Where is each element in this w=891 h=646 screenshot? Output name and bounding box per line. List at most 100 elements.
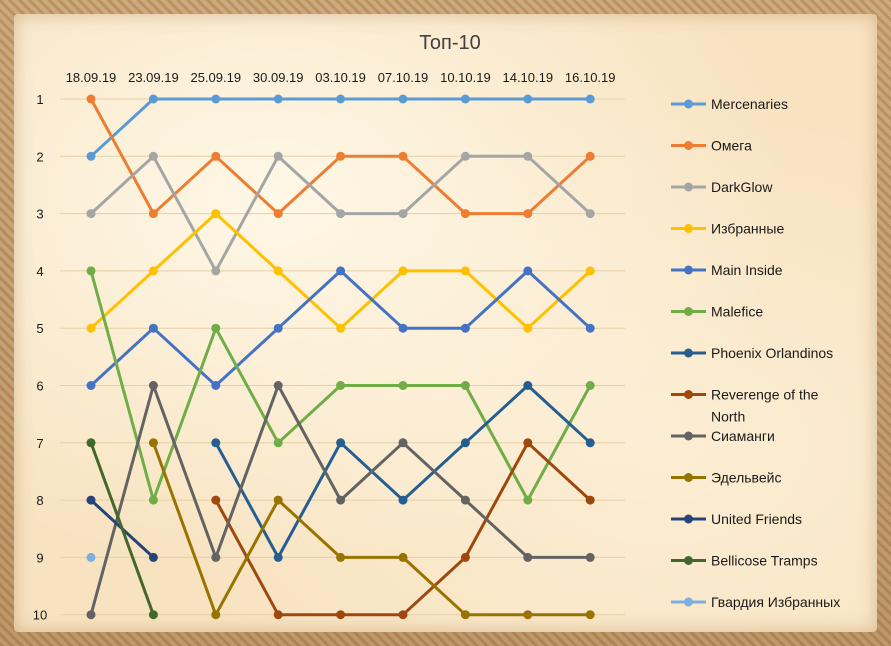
legend-item: Mercenaries xyxy=(671,96,788,112)
data-point xyxy=(211,151,221,161)
y-tick-label: 5 xyxy=(36,321,43,336)
data-point xyxy=(523,323,533,333)
data-point xyxy=(86,151,96,161)
legend-item: Эдельвейс xyxy=(671,470,781,486)
data-point xyxy=(273,495,283,505)
data-point xyxy=(585,266,595,276)
data-point xyxy=(460,495,470,505)
y-tick-label: 10 xyxy=(33,608,47,623)
legend-label: Гвардия Избранных xyxy=(711,594,840,610)
series-3 xyxy=(86,209,595,333)
data-point xyxy=(398,323,408,333)
data-point xyxy=(148,94,158,104)
legend-swatch-marker xyxy=(684,514,693,524)
data-point xyxy=(523,610,533,620)
data-point xyxy=(148,381,158,390)
series-4 xyxy=(86,266,595,390)
legend-swatch-marker xyxy=(684,556,693,565)
series-7 xyxy=(211,438,595,620)
series-2 xyxy=(86,151,595,276)
x-tick-label: 23.09.19 xyxy=(128,70,179,85)
data-point xyxy=(460,438,470,448)
data-point xyxy=(273,266,283,276)
x-tick-label: 03.10.19 xyxy=(315,70,366,85)
chart-title: Топ-10 xyxy=(419,32,481,54)
data-point xyxy=(211,381,221,390)
data-point xyxy=(86,495,96,505)
data-point xyxy=(460,323,470,333)
legend-label: Сиаманги xyxy=(711,428,775,444)
data-point xyxy=(273,209,283,219)
y-tick-label: 3 xyxy=(36,207,43,222)
legend-swatch-marker xyxy=(684,597,693,607)
data-point xyxy=(585,610,595,620)
legend-item: Phoenix Orlandinos xyxy=(671,345,833,361)
data-point xyxy=(148,495,158,505)
data-point xyxy=(523,94,533,104)
data-point xyxy=(211,209,221,219)
legend-label: Malefice xyxy=(711,304,763,320)
x-tick-label: 16.10.19 xyxy=(565,70,616,85)
data-point xyxy=(585,381,595,390)
legend-swatch-marker xyxy=(684,307,693,316)
data-point xyxy=(460,552,470,562)
legend-swatch-marker xyxy=(684,224,693,233)
legend-label: Избранные xyxy=(711,221,784,237)
series-line xyxy=(214,441,592,617)
legend-swatch-marker xyxy=(684,348,693,358)
x-tick-label: 14.10.19 xyxy=(502,70,553,85)
legend-label: Mercenaries xyxy=(711,96,788,112)
data-point xyxy=(523,381,533,390)
series-0 xyxy=(86,94,595,161)
data-point xyxy=(398,495,408,505)
data-point xyxy=(148,323,158,333)
series-11 xyxy=(86,438,158,620)
legend-item: Гвардия Избранных xyxy=(671,594,840,610)
series-9 xyxy=(148,438,595,620)
data-point xyxy=(585,323,595,333)
data-point xyxy=(523,209,533,219)
data-point xyxy=(460,209,470,219)
data-point xyxy=(523,438,533,448)
legend-item: United Friends xyxy=(671,511,802,527)
data-point xyxy=(86,610,96,620)
data-point xyxy=(211,552,221,562)
data-point xyxy=(585,552,595,562)
legend-swatch-marker xyxy=(684,473,693,482)
legend-label: Эдельвейс xyxy=(711,470,781,486)
legend-swatch-marker xyxy=(684,265,693,275)
data-point xyxy=(585,438,595,448)
legend-swatch-marker xyxy=(684,141,693,150)
legend-swatch-marker xyxy=(684,99,693,109)
y-tick-label: 1 xyxy=(36,92,43,107)
data-point xyxy=(336,438,346,448)
y-axis-ticks: 1 2 3 4 5 6 7 8 9 10 xyxy=(33,92,47,623)
data-point xyxy=(585,94,595,104)
data-point xyxy=(398,552,408,562)
legend: Mercenaries Омега DarkGlow Избранные Main In… xyxy=(671,96,840,610)
legend-item: Reverenge of the North xyxy=(671,387,819,425)
data-point xyxy=(336,610,346,620)
data-point xyxy=(148,610,158,620)
data-point xyxy=(398,438,408,448)
gridlines xyxy=(60,98,625,616)
x-tick-label: 25.09.19 xyxy=(190,70,241,85)
series-12 xyxy=(86,552,96,562)
data-point xyxy=(585,209,595,219)
x-tick-label: 07.10.19 xyxy=(378,70,429,85)
data-point xyxy=(273,381,283,390)
data-point xyxy=(398,151,408,161)
legend-swatch-marker xyxy=(684,431,693,441)
legend-label: Bellicose Tramps xyxy=(711,553,818,569)
y-tick-label: 9 xyxy=(36,550,43,565)
series-line xyxy=(151,441,592,617)
data-point xyxy=(211,266,221,276)
data-point xyxy=(336,209,346,219)
data-point xyxy=(211,94,221,104)
legend-label: Омега xyxy=(711,138,752,154)
data-point xyxy=(585,495,595,505)
data-point xyxy=(336,323,346,333)
data-point xyxy=(86,266,96,276)
legend-item: Malefice xyxy=(671,304,763,320)
